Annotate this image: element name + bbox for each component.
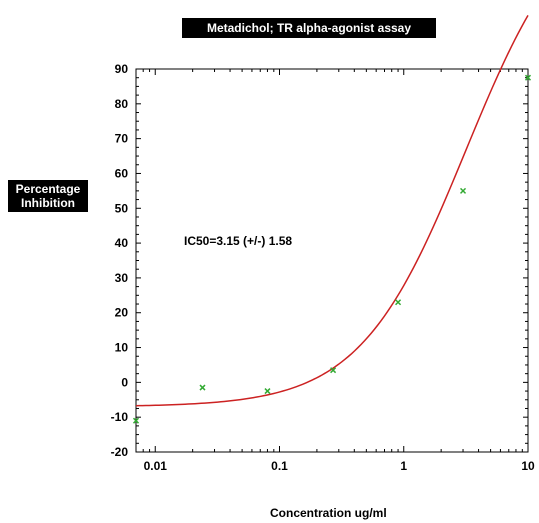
fit-curve	[135, 15, 529, 407]
data-point-stroke	[395, 299, 402, 306]
data-point-stroke	[264, 388, 271, 395]
data-point	[330, 367, 337, 374]
y-axis-ticks: -20 -10 0 10 20 30 40 50 60 70 80 90	[111, 62, 528, 459]
data-point	[132, 417, 140, 424]
y-tick-label: 60	[115, 166, 129, 180]
y-tick-label: 30	[115, 271, 129, 285]
x-axis-ticks: 0.01 0.1 1 10	[142, 69, 535, 473]
y-tick-label: -20	[111, 445, 129, 459]
data-point-stroke	[199, 384, 206, 391]
y-tick-label: 10	[115, 341, 129, 355]
y-tick-label: 40	[115, 236, 129, 250]
x-tick-label: 0.1	[271, 459, 288, 473]
y-tick-label: 80	[115, 97, 129, 111]
y-axis-label-line-2: Inhibition	[21, 196, 75, 210]
y-tick-label: 20	[115, 306, 129, 320]
ic50-annotation: IC50=3.15 (+/-) 1.58	[184, 234, 293, 248]
y-tick-label: 0	[121, 375, 128, 389]
x-axis-label: Concentration ug/ml	[270, 506, 387, 520]
x-tick-label: 10	[521, 459, 535, 473]
y-tick-label: 90	[115, 62, 129, 76]
data-point	[524, 74, 532, 81]
data-point-stroke	[132, 417, 140, 424]
plot-area-frame	[135, 68, 529, 453]
data-point-stroke	[524, 74, 532, 81]
x-tick-label: 0.01	[144, 459, 168, 473]
data-points	[132, 74, 532, 424]
chart-title: Metadichol; TR alpha-agonist assay	[182, 18, 436, 38]
y-tick-label: 50	[115, 201, 129, 215]
data-point	[395, 299, 402, 306]
data-point	[460, 187, 467, 194]
x-tick-label: 1	[400, 459, 407, 473]
data-point	[199, 384, 206, 391]
data-point-stroke	[330, 367, 337, 374]
y-tick-label: 70	[115, 132, 129, 146]
y-axis-label: Percentage Inhibition	[8, 180, 88, 212]
y-tick-label: -10	[111, 410, 129, 424]
data-point	[264, 388, 271, 395]
y-axis-label-line-1: Percentage	[15, 182, 81, 196]
data-point-stroke	[460, 187, 467, 194]
